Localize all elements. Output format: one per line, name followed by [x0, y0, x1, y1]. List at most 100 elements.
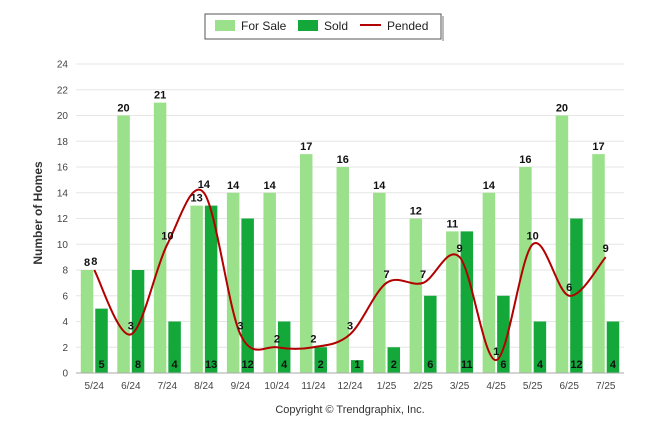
bar-for-sale — [482, 192, 496, 373]
data-label-for-sale: 14 — [373, 180, 386, 192]
data-label-sold: 5 — [98, 359, 104, 371]
legend-swatch-for-sale — [215, 20, 235, 31]
data-label-for-sale: 16 — [519, 154, 531, 166]
legend-label-pended: Pended — [387, 19, 428, 33]
data-label-sold: 4 — [537, 359, 544, 371]
label-layer: 8520821413131412144172161142126111114616… — [84, 90, 617, 371]
x-tick-label: 9/24 — [231, 381, 251, 392]
bar-for-sale — [263, 192, 276, 373]
data-label-pended: 2 — [274, 333, 280, 345]
legend-swatch-sold — [298, 20, 318, 31]
line-layer — [93, 188, 607, 362]
data-label-sold: 11 — [461, 359, 473, 371]
data-label-for-sale: 20 — [556, 103, 568, 115]
x-tick-label: 10/24 — [264, 381, 289, 392]
x-tick-label: 8/24 — [194, 381, 214, 392]
data-label-for-sale: 14 — [227, 180, 240, 192]
data-label-sold: 4 — [610, 359, 617, 371]
data-label-sold: 12 — [242, 359, 254, 371]
data-label-for-sale: 14 — [264, 180, 277, 192]
bar-sold — [387, 347, 401, 373]
data-label-pended: 3 — [128, 320, 134, 332]
bar-sold — [168, 321, 181, 373]
x-tick-label: 3/25 — [450, 381, 470, 392]
bar-sold — [241, 218, 254, 373]
y-tick-label: 16 — [57, 163, 69, 174]
data-label-sold: 13 — [205, 359, 217, 371]
bar-sold — [277, 321, 291, 373]
data-label-pended: 2 — [310, 333, 316, 345]
bar-for-sale — [409, 218, 423, 373]
data-label-pended: 9 — [457, 243, 463, 255]
data-label-sold: 4 — [281, 359, 288, 371]
bar-for-sale — [555, 115, 569, 373]
line-pended — [93, 188, 607, 362]
bar-for-sale — [190, 205, 203, 373]
data-label-for-sale: 8 — [84, 257, 90, 269]
y-tick-label: 22 — [57, 85, 69, 96]
data-label-pended: 10 — [161, 230, 173, 242]
bar-for-sale — [117, 115, 130, 373]
legend[interactable]: For Sale Sold Pended — [204, 13, 444, 41]
bar-for-sale — [519, 167, 532, 373]
y-tick-label: 24 — [57, 60, 69, 71]
data-label-sold: 2 — [391, 359, 397, 371]
data-label-pended: 7 — [383, 269, 389, 281]
data-label-sold: 4 — [172, 359, 179, 371]
bar-for-sale — [299, 154, 313, 373]
bar-for-sale — [80, 270, 94, 373]
bar-for-sale — [592, 154, 605, 373]
legend-box — [204, 13, 442, 40]
data-label-pended: 6 — [566, 282, 572, 294]
data-label-for-sale: 21 — [154, 90, 166, 102]
bar-sold — [314, 347, 327, 373]
bar-layer — [80, 102, 620, 373]
data-label-for-sale: 14 — [483, 180, 496, 192]
y-tick-label: 8 — [62, 266, 68, 277]
data-label-for-sale: 17 — [300, 141, 312, 153]
bar-sold — [570, 218, 583, 373]
y-tick-label: 0 — [62, 369, 68, 380]
y-tick-label: 12 — [57, 214, 69, 225]
data-label-pended: 3 — [237, 320, 243, 332]
x-tick-label: 12/24 — [337, 381, 362, 392]
y-tick-label: 4 — [62, 317, 68, 328]
x-tick-label: 7/25 — [596, 381, 616, 392]
bar-for-sale — [373, 192, 386, 373]
x-tick-label: 1/25 — [377, 381, 397, 392]
y-axis-label: Number of Homes — [31, 161, 45, 265]
legend-label-for-sale: For Sale — [241, 19, 287, 33]
data-label-sold: 2 — [318, 359, 324, 371]
x-tick-label: 5/25 — [523, 381, 543, 392]
data-label-sold: 6 — [500, 359, 506, 371]
bar-for-sale — [446, 231, 459, 373]
bar-sold — [606, 321, 620, 373]
data-label-sold: 12 — [570, 359, 582, 371]
bar-sold — [131, 270, 145, 373]
y-tick-label: 6 — [62, 291, 68, 302]
bar-sold — [533, 321, 547, 373]
bar-sold — [351, 360, 364, 373]
y-tick-label: 2 — [62, 343, 68, 354]
data-label-for-sale: 17 — [592, 141, 604, 153]
data-label-pended: 3 — [347, 320, 353, 332]
x-tick-label: 7/24 — [158, 381, 178, 392]
data-label-for-sale: 13 — [190, 193, 202, 205]
bar-sold — [95, 308, 108, 373]
data-label-pended: 7 — [420, 269, 426, 281]
data-label-pended: 8 — [91, 256, 97, 268]
bar-for-sale — [153, 102, 167, 373]
data-label-pended: 10 — [527, 230, 539, 242]
data-label-pended: 1 — [493, 346, 499, 358]
bar-sold — [424, 295, 437, 373]
data-label-for-sale: 12 — [410, 206, 422, 218]
x-tick-label: 6/24 — [121, 381, 141, 392]
x-tick-label: 2/25 — [413, 381, 433, 392]
x-tick-label: 5/24 — [85, 381, 105, 392]
data-label-pended: 9 — [603, 243, 609, 255]
bar-sold — [204, 205, 218, 373]
bar-for-sale — [336, 167, 349, 373]
data-label-sold: 8 — [135, 359, 141, 371]
